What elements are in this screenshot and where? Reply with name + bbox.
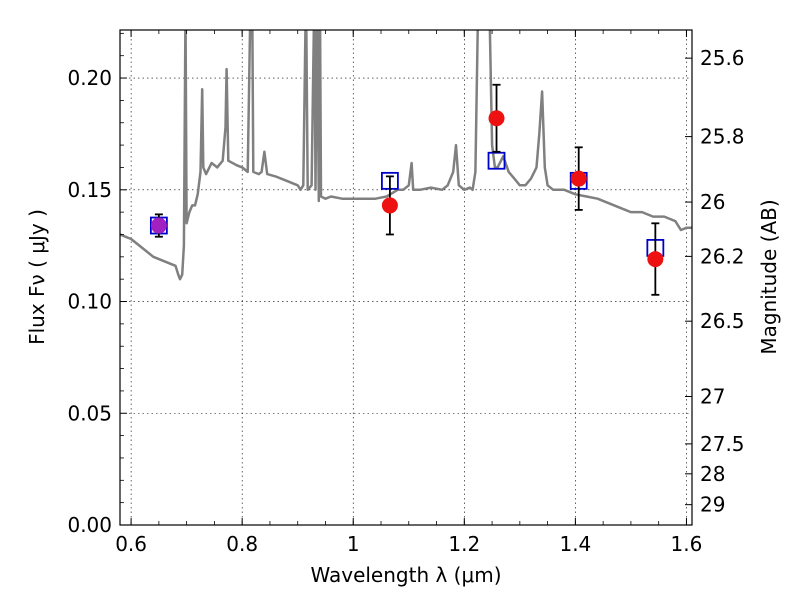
- y-tick-label: 0.05: [67, 401, 112, 425]
- y2-tick-label: 25.8: [700, 125, 745, 149]
- y2-tick-label: 26: [700, 190, 725, 214]
- observed-photometry-point: [570, 170, 587, 187]
- y2-tick-label: 28: [700, 462, 725, 486]
- y2-tick-label: 26.5: [700, 309, 745, 333]
- observed-photometry-point: [150, 217, 167, 234]
- y2-tick-label: 29: [700, 493, 725, 517]
- x-tick-label: 0.6: [115, 532, 147, 556]
- x-tick-label: 1.6: [671, 532, 703, 556]
- y2-tick-label: 25.6: [700, 46, 745, 70]
- y-tick-label: 0.10: [67, 290, 112, 314]
- y-tick-label: 0.00: [67, 513, 112, 537]
- y-tick-label: 0.20: [67, 66, 112, 90]
- y2-axis: 25.6 25.8 26 26.2 26.5 27 27.5 28 29: [685, 46, 745, 517]
- y2-tick-label: 27: [700, 385, 725, 409]
- x-tick-label: 1.2: [448, 532, 480, 556]
- plot-area: [120, 30, 692, 296]
- x-axis: 0.6 0.8 1 1.2 1.4 1.6: [115, 30, 702, 556]
- x-tick-label: 1: [347, 532, 360, 556]
- observed-photometry-point: [488, 110, 505, 127]
- plot-frame: [119, 29, 693, 526]
- observed-photometry-point: [647, 251, 664, 268]
- grid-lines: [120, 30, 692, 526]
- x-axis-label: Wavelength λ (μm): [310, 563, 501, 587]
- model-photometry-square: [487, 151, 506, 170]
- x-tick-label: 1.4: [559, 532, 591, 556]
- y2-tick-label: 26.2: [700, 244, 745, 268]
- x-tick-label: 0.8: [226, 532, 258, 556]
- model-spectrum-line: [120, 30, 692, 281]
- y-axis: 0.00 0.05 0.10 0.15 0.20: [67, 32, 127, 537]
- observed-photometry-point: [381, 197, 398, 214]
- y2-axis-label: Magnitude (AB): [757, 199, 781, 354]
- y2-tick-label: 27.5: [700, 432, 745, 456]
- y-tick-label: 0.15: [67, 178, 112, 202]
- y-axis-label: Flux Fν ( μJy ): [25, 209, 49, 345]
